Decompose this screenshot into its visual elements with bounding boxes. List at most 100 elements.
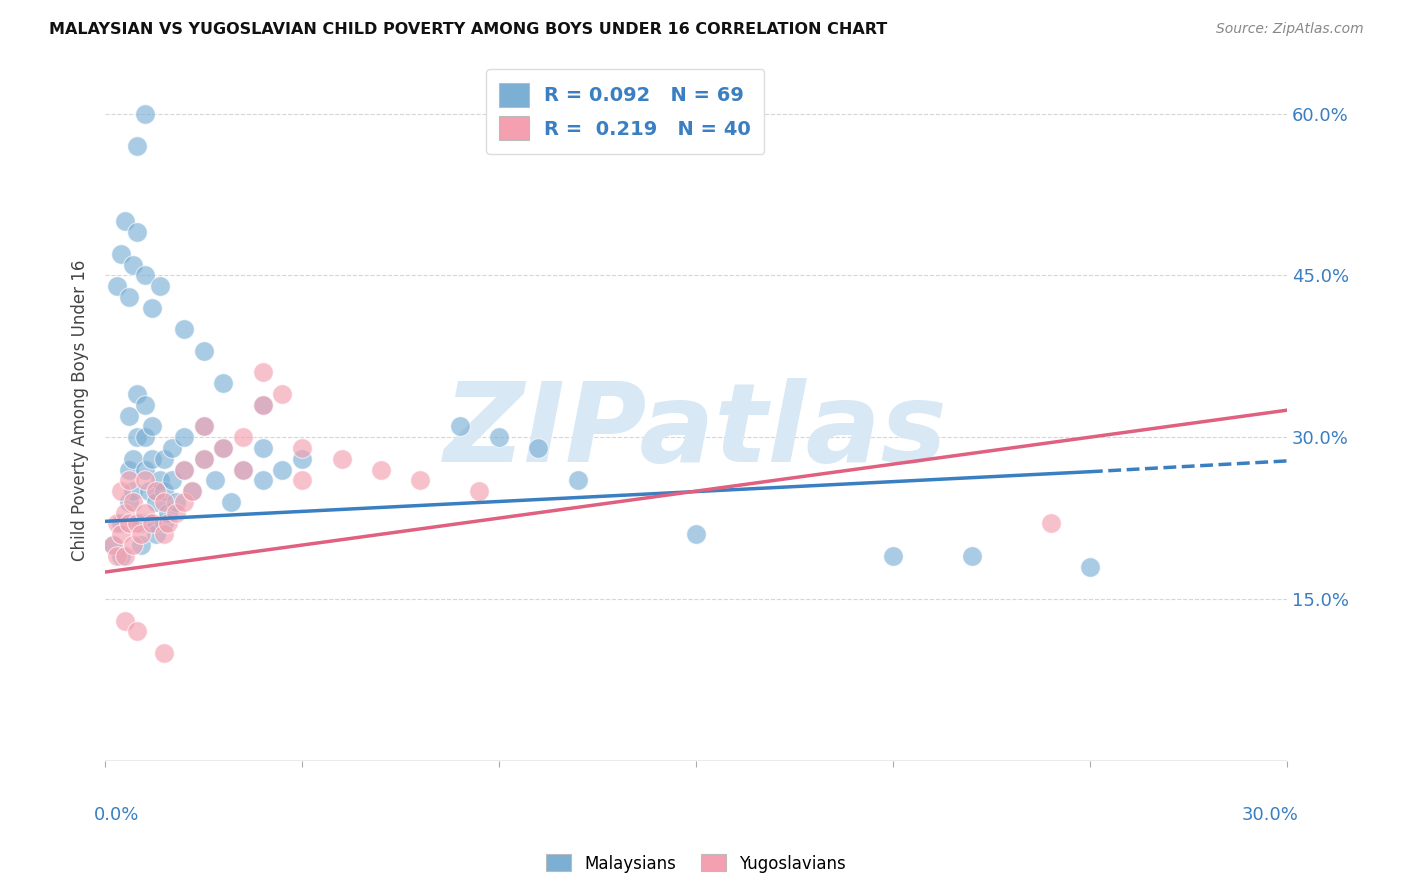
Point bbox=[252, 398, 274, 412]
Point bbox=[118, 290, 141, 304]
Point bbox=[134, 430, 156, 444]
Point bbox=[105, 279, 128, 293]
Point bbox=[291, 451, 314, 466]
Point bbox=[193, 343, 215, 358]
Point bbox=[153, 646, 176, 660]
Point bbox=[118, 473, 141, 487]
Point bbox=[180, 484, 202, 499]
Point bbox=[173, 495, 195, 509]
Point bbox=[125, 139, 148, 153]
Point bbox=[141, 301, 163, 315]
Point bbox=[105, 549, 128, 563]
Point bbox=[125, 624, 148, 639]
Point bbox=[125, 387, 148, 401]
Point bbox=[193, 451, 215, 466]
Point bbox=[153, 484, 176, 499]
Point bbox=[173, 430, 195, 444]
Text: MALAYSIAN VS YUGOSLAVIAN CHILD POVERTY AMONG BOYS UNDER 16 CORRELATION CHART: MALAYSIAN VS YUGOSLAVIAN CHILD POVERTY A… bbox=[49, 22, 887, 37]
Point bbox=[129, 538, 152, 552]
Point bbox=[129, 527, 152, 541]
Point bbox=[173, 462, 195, 476]
Point bbox=[114, 214, 136, 228]
Point bbox=[252, 366, 274, 380]
Point bbox=[1078, 559, 1101, 574]
Point bbox=[180, 484, 202, 499]
Point bbox=[149, 279, 172, 293]
Point bbox=[121, 451, 143, 466]
Point bbox=[153, 527, 176, 541]
Point bbox=[219, 495, 242, 509]
Legend: R = 0.092   N = 69, R =  0.219   N = 40: R = 0.092 N = 69, R = 0.219 N = 40 bbox=[486, 70, 765, 153]
Point bbox=[125, 225, 148, 239]
Point bbox=[204, 473, 226, 487]
Point bbox=[193, 419, 215, 434]
Point bbox=[165, 506, 187, 520]
Point bbox=[153, 516, 176, 531]
Point bbox=[134, 506, 156, 520]
Point bbox=[960, 549, 983, 563]
Point bbox=[101, 538, 124, 552]
Point bbox=[291, 441, 314, 455]
Point bbox=[138, 516, 160, 531]
Text: 0.0%: 0.0% bbox=[93, 806, 139, 824]
Point bbox=[330, 451, 353, 466]
Point bbox=[165, 495, 187, 509]
Point bbox=[121, 484, 143, 499]
Point bbox=[153, 451, 176, 466]
Point bbox=[110, 484, 132, 499]
Point bbox=[173, 322, 195, 336]
Point bbox=[110, 549, 132, 563]
Point bbox=[488, 430, 510, 444]
Point bbox=[160, 441, 183, 455]
Point bbox=[129, 516, 152, 531]
Point bbox=[141, 516, 163, 531]
Point bbox=[110, 247, 132, 261]
Point bbox=[153, 495, 176, 509]
Point bbox=[252, 473, 274, 487]
Point bbox=[370, 462, 392, 476]
Point bbox=[118, 462, 141, 476]
Text: 30.0%: 30.0% bbox=[1241, 806, 1299, 824]
Point bbox=[882, 549, 904, 563]
Point bbox=[193, 451, 215, 466]
Point bbox=[114, 506, 136, 520]
Point bbox=[212, 441, 235, 455]
Point bbox=[149, 473, 172, 487]
Text: Source: ZipAtlas.com: Source: ZipAtlas.com bbox=[1216, 22, 1364, 37]
Text: ZIPatlas: ZIPatlas bbox=[444, 377, 948, 484]
Point bbox=[134, 398, 156, 412]
Point bbox=[101, 538, 124, 552]
Point bbox=[527, 441, 550, 455]
Point bbox=[105, 516, 128, 531]
Legend: Malaysians, Yugoslavians: Malaysians, Yugoslavians bbox=[538, 847, 853, 880]
Point bbox=[114, 549, 136, 563]
Point bbox=[212, 441, 235, 455]
Point bbox=[125, 516, 148, 531]
Point bbox=[212, 376, 235, 391]
Point bbox=[134, 462, 156, 476]
Point bbox=[141, 451, 163, 466]
Point bbox=[121, 538, 143, 552]
Point bbox=[232, 462, 254, 476]
Point bbox=[110, 527, 132, 541]
Point bbox=[125, 430, 148, 444]
Point bbox=[118, 409, 141, 423]
Point bbox=[134, 268, 156, 283]
Point bbox=[138, 484, 160, 499]
Point bbox=[121, 258, 143, 272]
Point bbox=[252, 398, 274, 412]
Point bbox=[468, 484, 491, 499]
Point bbox=[145, 484, 167, 499]
Point bbox=[160, 473, 183, 487]
Point bbox=[685, 527, 707, 541]
Point bbox=[252, 441, 274, 455]
Point bbox=[134, 473, 156, 487]
Point bbox=[145, 495, 167, 509]
Point bbox=[118, 516, 141, 531]
Point bbox=[173, 462, 195, 476]
Point bbox=[157, 506, 180, 520]
Point bbox=[193, 419, 215, 434]
Point bbox=[118, 495, 141, 509]
Point bbox=[1039, 516, 1062, 531]
Point bbox=[449, 419, 471, 434]
